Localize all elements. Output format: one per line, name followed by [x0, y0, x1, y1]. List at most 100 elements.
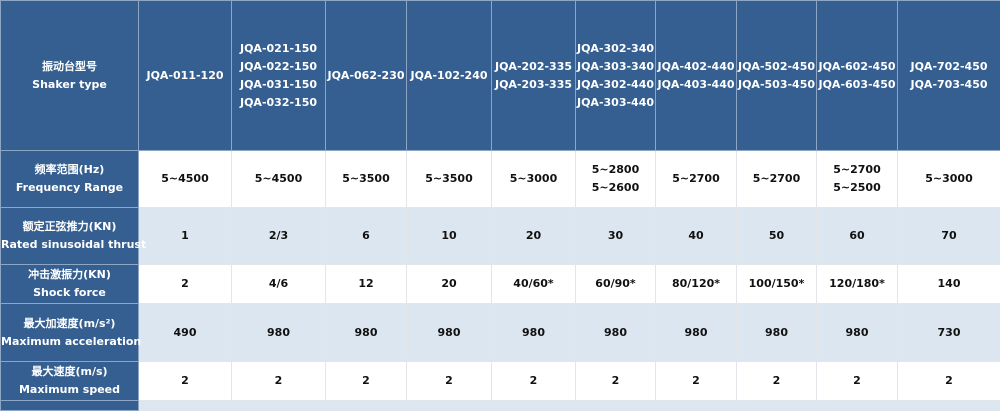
value-cell: 5~3500: [407, 151, 492, 208]
value-cell-text: 2: [139, 275, 231, 293]
value-cell-text: 5~2700: [737, 170, 816, 188]
model-cell-text: JQA-702-450: [898, 58, 1000, 76]
model-cell: JQA-102-240: [407, 1, 492, 151]
value-cell: 2: [492, 362, 576, 401]
value-cell-text: 5~2800: [576, 161, 655, 179]
partial-row: [1, 401, 1000, 411]
value-cell-text: 2: [737, 372, 816, 390]
value-cell: 5~4500: [139, 151, 232, 208]
value-cell: 730: [898, 304, 1000, 362]
label-en: Shaker type: [1, 76, 138, 94]
value-cell-text: 980: [407, 324, 491, 342]
value-cell-text: 120/180*: [817, 275, 897, 293]
value-cell-text: 980: [817, 324, 897, 342]
value-cell-text: 12: [326, 275, 406, 293]
model-cell-text: JQA-031-150: [232, 76, 325, 94]
value-cell: 50: [737, 208, 817, 265]
value-cell: 4/6: [232, 265, 326, 304]
value-cell: 5~3500: [326, 151, 407, 208]
value-cell-text: 40: [656, 227, 736, 245]
value-cell: 980: [817, 304, 898, 362]
label-en: Shock force: [1, 284, 138, 302]
value-cell-text: 20: [492, 227, 575, 245]
value-cell-text: 100/150*: [737, 275, 816, 293]
partial-cell: [139, 401, 232, 411]
value-cell: 80/120*: [656, 265, 737, 304]
value-cell: 980: [576, 304, 656, 362]
model-cell-text: JQA-302-440: [576, 76, 655, 94]
value-cell: 980: [737, 304, 817, 362]
value-cell-text: 5~3500: [407, 170, 491, 188]
model-cell-text: JQA-021-150: [232, 40, 325, 58]
value-cell-text: 80/120*: [656, 275, 736, 293]
value-cell: 2: [407, 362, 492, 401]
model-cell-text: JQA-303-340: [576, 58, 655, 76]
value-cell: 1: [139, 208, 232, 265]
label-cn: 振动台型号: [1, 58, 138, 76]
value-cell-text: 1: [139, 227, 231, 245]
value-cell-text: 50: [737, 227, 816, 245]
model-cell-text: JQA-022-150: [232, 58, 325, 76]
value-cell: 20: [407, 265, 492, 304]
value-cell-text: 2: [492, 372, 575, 390]
value-cell: 120/180*: [817, 265, 898, 304]
value-cell: 980: [326, 304, 407, 362]
value-cell-text: 20: [407, 275, 491, 293]
value-cell-text: 40/60*: [492, 275, 575, 293]
model-cell-text: JQA-032-150: [232, 94, 325, 112]
value-cell: 30: [576, 208, 656, 265]
model-cell-text: JQA-602-450: [817, 58, 897, 76]
value-cell: 140: [898, 265, 1000, 304]
model-cell-text: JQA-011-120: [139, 67, 231, 85]
value-cell-text: 980: [326, 324, 406, 342]
partial-cell: [492, 401, 576, 411]
model-cell-text: JQA-202-335: [492, 58, 575, 76]
value-cell-text: 2: [898, 372, 1000, 390]
value-cell: 980: [232, 304, 326, 362]
value-cell: 12: [326, 265, 407, 304]
model-cell: JQA-011-120: [139, 1, 232, 151]
model-cell-text: JQA-403-440: [656, 76, 736, 94]
value-cell: 5~4500: [232, 151, 326, 208]
value-cell-text: 2: [232, 372, 325, 390]
label-cn: 最大速度(m/s): [1, 363, 138, 381]
value-cell-text: 70: [898, 227, 1000, 245]
label-cn: 频率范围(Hz): [1, 161, 138, 179]
model-cell-text: JQA-503-450: [737, 76, 816, 94]
label-en: Frequency Range: [1, 179, 138, 197]
partial-cell: [407, 401, 492, 411]
value-cell: 60/90*: [576, 265, 656, 304]
value-cell-text: 5~3000: [492, 170, 575, 188]
row-label: 冲击激振力(KN)Shock force: [1, 265, 139, 304]
partial-cell: [656, 401, 737, 411]
value-cell: 2: [898, 362, 1000, 401]
value-cell-text: 60: [817, 227, 897, 245]
value-cell-text: 2: [576, 372, 655, 390]
model-cell-text: JQA-203-335: [492, 76, 575, 94]
model-cell-text: JQA-703-450: [898, 76, 1000, 94]
value-cell-text: 5~3500: [326, 170, 406, 188]
value-cell: 40/60*: [492, 265, 576, 304]
value-cell: 980: [492, 304, 576, 362]
value-cell: 2: [232, 362, 326, 401]
value-cell: 10: [407, 208, 492, 265]
partial-cell: [1, 401, 139, 411]
model-cell-text: JQA-102-240: [407, 67, 491, 85]
model-cell-text: JQA-402-440: [656, 58, 736, 76]
value-cell: 60: [817, 208, 898, 265]
value-cell-text: 2: [326, 372, 406, 390]
value-cell-text: 10: [407, 227, 491, 245]
value-cell-text: 5~2500: [817, 179, 897, 197]
value-cell: 5~2700: [656, 151, 737, 208]
value-cell: 5~2700: [737, 151, 817, 208]
value-cell-text: 2: [817, 372, 897, 390]
